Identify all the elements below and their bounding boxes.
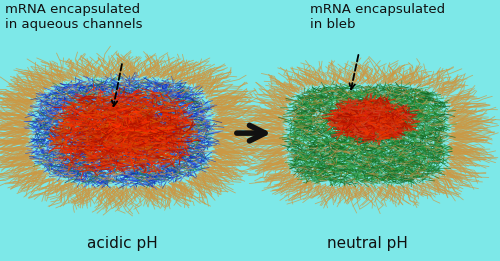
Text: mRNA encapsulated
in bleb: mRNA encapsulated in bleb [310,3,445,31]
Text: neutral pH: neutral pH [327,236,408,251]
Text: acidic pH: acidic pH [87,236,158,251]
Text: mRNA encapsulated
in aqueous channels: mRNA encapsulated in aqueous channels [5,3,142,31]
